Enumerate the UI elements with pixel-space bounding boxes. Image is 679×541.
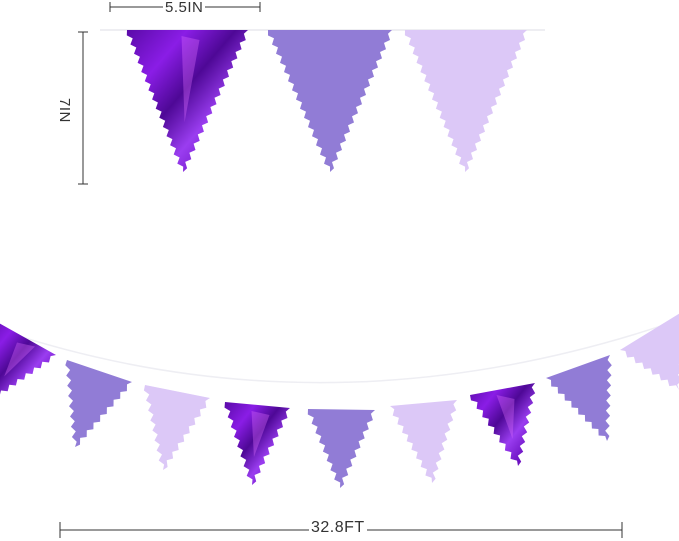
foil-shine — [4, 342, 36, 377]
pennant-flag-metallic-purple — [470, 383, 536, 466]
pennant-flag-lavender — [546, 355, 612, 441]
length-label: 32.8FT — [309, 519, 367, 536]
height-dimension-line — [78, 31, 88, 185]
foil-shine — [251, 411, 270, 457]
height-label: 7IN — [56, 96, 73, 125]
foil-shine — [181, 36, 200, 123]
pennant-flag-light-lilac — [404, 30, 527, 172]
foil-shine — [496, 395, 515, 440]
garland-string — [0, 319, 679, 384]
top-flag-row — [126, 30, 527, 172]
pennant-flag-lavender — [307, 409, 375, 488]
pennant-flag-light-lilac — [143, 385, 210, 470]
pennant-flag-lavender — [268, 30, 392, 172]
pennant-flag-metallic-purple — [126, 30, 248, 172]
garland-flag-row — [0, 313, 679, 488]
pennant-flag-metallic-purple — [224, 402, 290, 485]
pennant-flag-metallic-purple — [0, 323, 56, 395]
width-label: 5.5IN — [163, 0, 206, 16]
pennant-flag-light-lilac — [620, 313, 679, 390]
pennant-flag-light-lilac — [390, 400, 457, 483]
pennant-flag-lavender — [65, 360, 132, 447]
